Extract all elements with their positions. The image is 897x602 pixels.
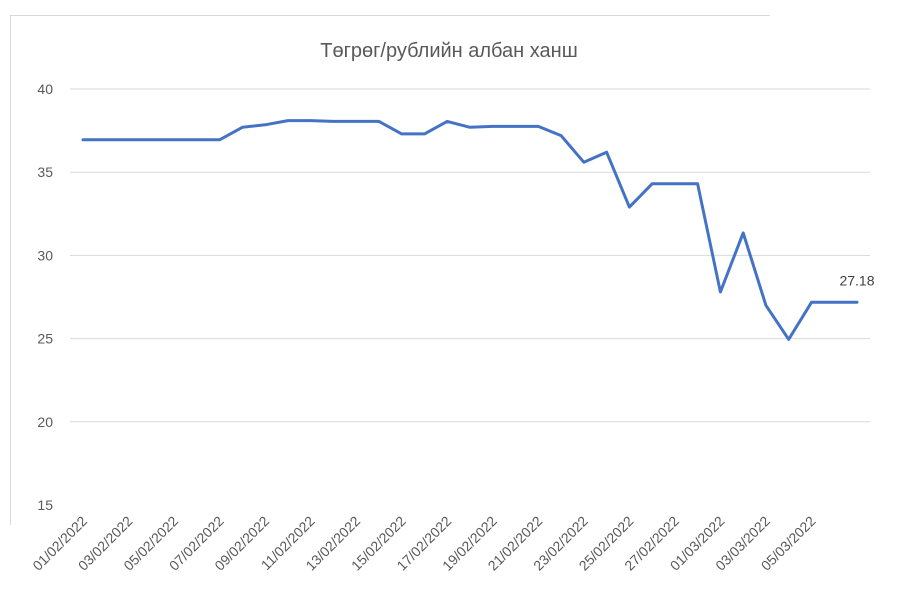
y-tick-label: 35	[37, 164, 53, 180]
chart-border-top	[10, 15, 770, 16]
y-tick-label: 15	[37, 497, 53, 513]
y-tick-label: 30	[37, 247, 53, 263]
chart-title: Төгрөг/рублийн албан ханш	[320, 40, 578, 62]
series-layer	[81, 119, 859, 341]
data-labels: 27.18	[839, 272, 874, 288]
data-label: 27.18	[839, 272, 874, 288]
y-axis-tick-labels: 15 20 25 30 35 40	[37, 81, 53, 513]
x-axis-tick-labels: 01/02/202203/02/202205/02/202207/02/2022…	[29, 513, 818, 574]
chart-border-left	[10, 15, 11, 525]
series-line-0	[81, 119, 859, 341]
y-tick-label: 40	[37, 81, 53, 97]
y-tick-label: 20	[37, 414, 53, 430]
y-tick-label: 25	[37, 331, 53, 347]
gridlines	[70, 88, 870, 423]
